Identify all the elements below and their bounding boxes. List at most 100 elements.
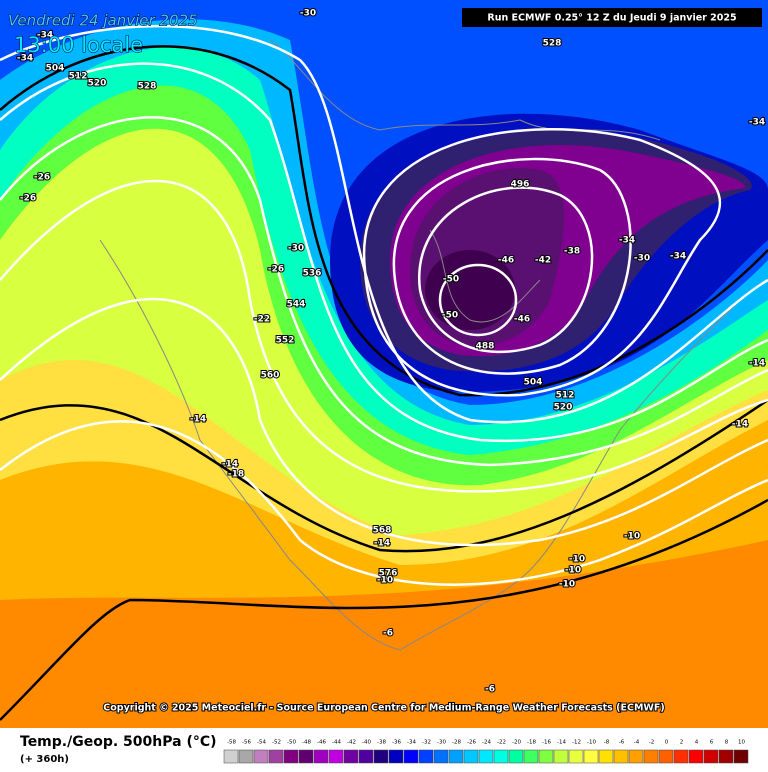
scale-label: 6	[710, 740, 714, 746]
run-box	[462, 8, 762, 27]
geopotential-contours	[0, 24, 768, 586]
scale-label: -30	[437, 740, 446, 746]
contour-label: -46	[514, 315, 530, 325]
scale-swatch	[283, 749, 299, 764]
forecast-lead: (+ 360h)	[20, 754, 69, 765]
scale-swatch	[508, 749, 524, 764]
valid-date: Vendredi 24 janvier 2025	[8, 12, 198, 30]
scale-swatch	[253, 749, 269, 764]
scale-label: -14	[557, 740, 566, 746]
contour-label: -34	[37, 31, 53, 41]
scale-label: 8	[725, 740, 729, 746]
scale-swatch	[268, 749, 284, 764]
contour-label: -18	[228, 470, 244, 480]
contour-label: -26	[20, 194, 36, 204]
scale-swatch	[643, 749, 659, 764]
contour-label: 496	[511, 180, 530, 190]
scale-label: -10	[587, 740, 596, 746]
scale-label: -38	[377, 740, 386, 746]
contour-label: -30	[634, 254, 650, 264]
contour-label: 544	[287, 300, 306, 310]
contour-label: -30	[288, 244, 304, 254]
scale-label: -22	[497, 740, 506, 746]
scale-swatch	[688, 749, 704, 764]
scale-swatch	[493, 749, 509, 764]
color-scale: -58 -56 -54 -52 -50 -48 -46 -44 -42 -40 -38 -36 -34-…	[223, 740, 749, 764]
run-info: Run ECMWF 0.25° 12 Z du Jeudi 9 janvier …	[487, 13, 736, 24]
scale-swatch	[343, 749, 359, 764]
contour-label: 528	[138, 82, 157, 92]
scale-swatch	[583, 749, 599, 764]
scale-swatch	[328, 749, 344, 764]
contour-label: -14	[222, 460, 238, 470]
contour-label: -10	[565, 566, 581, 576]
scale-label: -46	[317, 740, 326, 746]
contour-label: -14	[374, 539, 390, 549]
contour-label: 512	[556, 391, 575, 401]
contour-label: 512	[69, 72, 88, 82]
scale-label: -58	[227, 740, 236, 746]
scale-label: -44	[332, 740, 341, 746]
scale-swatch	[358, 749, 374, 764]
contour-label: -14	[732, 420, 748, 430]
contour-label: -42	[535, 256, 551, 266]
contour-label: 576	[379, 569, 398, 579]
contour-label: -50	[443, 275, 459, 285]
scale-label: -50	[287, 740, 296, 746]
contour-labels: -34 -34 504 512 520 528 -30 528 -34 -26 -26 496 -46 -…	[16, 8, 766, 696]
scale-label: 10	[738, 740, 745, 746]
scale-swatch	[598, 749, 614, 764]
contour-label: -46	[498, 256, 514, 266]
scale-swatch	[718, 749, 734, 764]
scale-label: -18	[527, 740, 536, 746]
scale-label: -48	[302, 740, 311, 746]
scale-swatch	[223, 749, 239, 764]
scale-swatch	[433, 749, 449, 764]
contour-label: 560	[261, 371, 280, 381]
scale-swatch	[403, 749, 419, 764]
scale-label: -20	[512, 740, 521, 746]
scale-swatch	[523, 749, 539, 764]
contour-label: -10	[624, 532, 640, 542]
scale-label: 2	[680, 740, 684, 746]
contour-label: 568	[373, 526, 392, 536]
contour-label: -10	[559, 580, 575, 590]
contour-label: -26	[34, 173, 50, 183]
contour-label: 520	[554, 403, 573, 413]
scale-swatch	[613, 749, 629, 764]
contour-label: -34	[17, 54, 33, 64]
footer-title: Temp./Geop. 500hPa (°C)	[20, 734, 217, 750]
scale-label: -16	[542, 740, 551, 746]
scale-swatch	[298, 749, 314, 764]
contour-label: -22	[254, 315, 270, 325]
contour-label: -10	[569, 555, 585, 565]
scale-swatch	[388, 749, 404, 764]
contour-label: -34	[619, 236, 635, 246]
scale-label: -4	[634, 740, 640, 746]
scale-label: 4	[695, 740, 699, 746]
contour-label: -30	[300, 9, 316, 19]
contour-label: 528	[543, 39, 562, 49]
contour-label: -14	[749, 359, 765, 369]
scale-label: 0	[665, 740, 669, 746]
scale-label: -8	[604, 740, 610, 746]
contour-label: -6	[485, 685, 495, 695]
scale-swatch	[373, 749, 389, 764]
scale-swatch	[448, 749, 464, 764]
scale-swatch	[238, 749, 254, 764]
scale-swatch	[628, 749, 644, 764]
contour-label: -34	[749, 118, 765, 128]
scale-label: -28	[452, 740, 461, 746]
contour-label: -34	[670, 252, 686, 262]
contour-label: -26	[268, 265, 284, 275]
scale-label: -42	[347, 740, 356, 746]
contour-label: 504	[524, 378, 543, 388]
scale-label: -2	[649, 740, 654, 746]
contour-label: -6	[383, 629, 393, 639]
scale-swatch	[673, 749, 689, 764]
scale-label: -40	[362, 740, 371, 746]
scale-swatch	[658, 749, 674, 764]
scale-label: -24	[482, 740, 491, 746]
scale-swatch	[463, 749, 479, 764]
scale-swatch	[568, 749, 584, 764]
